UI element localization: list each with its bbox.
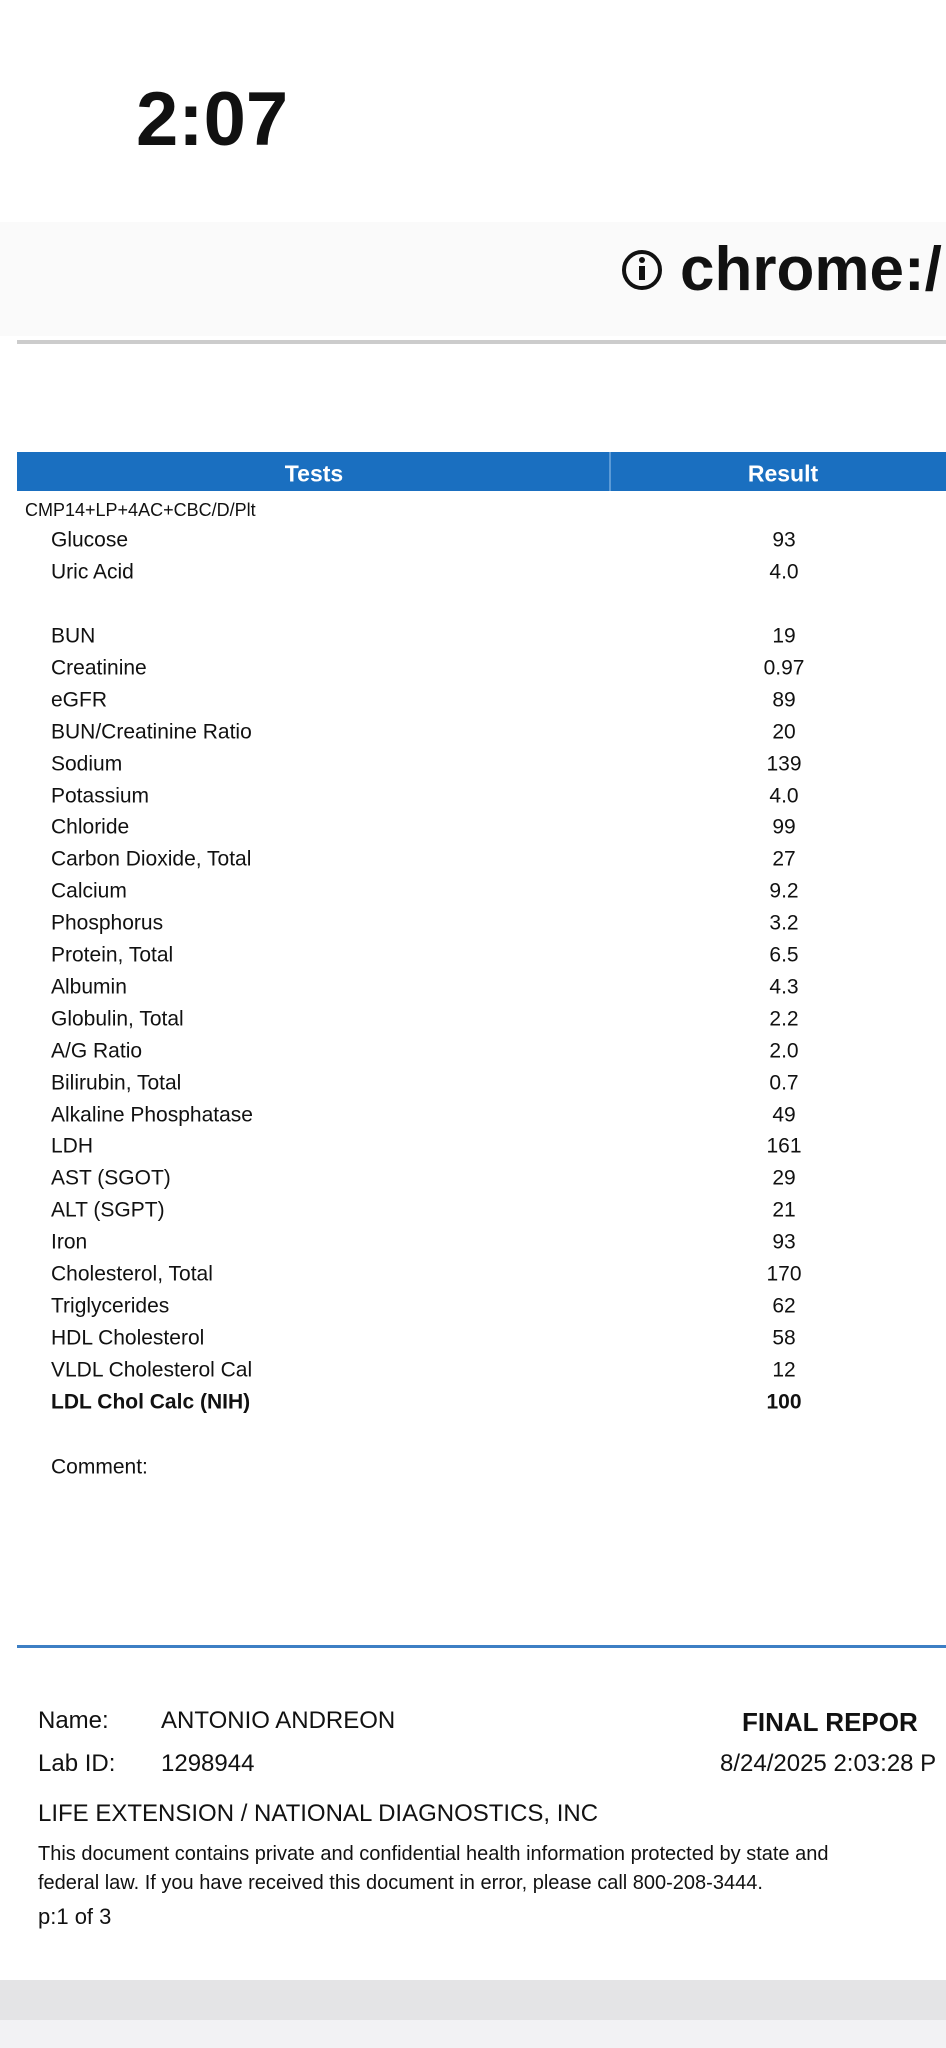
- test-result: 9.2: [769, 879, 799, 903]
- disclaimer: This document contains private and confi…: [38, 1843, 829, 1865]
- test-name: Albumin: [51, 975, 127, 999]
- test-name: Triglycerides: [51, 1294, 170, 1318]
- test-name: Cholesterol, Total: [51, 1262, 213, 1286]
- test-result: 89: [772, 688, 796, 712]
- test-result: 4.3: [769, 975, 799, 999]
- test-name: BUN: [51, 624, 96, 648]
- test-name: ALT (SGPT): [51, 1198, 165, 1222]
- disclaimer: federal law. If you have received this d…: [38, 1872, 763, 1894]
- test-result: 4.0: [769, 784, 799, 807]
- toolbar: [0, 1980, 946, 2020]
- test-name: HDL Cholesterol: [51, 1326, 205, 1350]
- patient-name: ANTONIO ANDREON: [161, 1707, 396, 1734]
- test-result: 99: [772, 815, 796, 839]
- divider: [17, 1645, 946, 1648]
- test-result: 4.0: [769, 560, 799, 584]
- test-name: Sodium: [51, 752, 123, 776]
- test-result: 27: [772, 847, 796, 871]
- test-name: VLDL Cholesterol Cal: [51, 1358, 253, 1382]
- address-bar[interactable]: chrome:/: [0, 222, 946, 336]
- company: LIFE EXTENSION / NATIONAL DIAGNOSTICS, I…: [38, 1800, 599, 1827]
- test-name: Protein, Total: [51, 943, 174, 967]
- test-result: 2.0: [769, 1039, 799, 1063]
- report-datetime: 8/24/2025 2:03:28 P: [720, 1750, 937, 1777]
- header-result: Result: [747, 460, 819, 487]
- test-name: Calcium: [51, 879, 127, 903]
- test-name: eGFR: [51, 688, 108, 712]
- test-result: 49: [772, 1103, 796, 1126]
- panel-name: CMP14+LP+4AC+CBC/D/Plt: [25, 500, 256, 520]
- test-result: 0.97: [763, 656, 805, 680]
- test-name: Globulin, Total: [51, 1007, 184, 1031]
- test-result: 58: [772, 1326, 796, 1350]
- test-result: 170: [766, 1262, 802, 1286]
- test-name: Carbon Dioxide, Total: [51, 847, 252, 871]
- lab-id-label: Lab ID:: [38, 1750, 116, 1777]
- test-name: AST (SGOT): [51, 1166, 171, 1190]
- test-name: Alkaline Phosphatase: [51, 1103, 253, 1126]
- lab-id: 1298944: [161, 1750, 255, 1777]
- cut-line: [17, 340, 946, 344]
- test-result: 93: [772, 528, 796, 552]
- test-name: Bilirubin, Total: [51, 1071, 182, 1095]
- test-result: 139: [766, 752, 802, 776]
- test-name: Glucose: [51, 528, 129, 552]
- test-result: 0.7: [769, 1071, 799, 1095]
- test-result: 21: [772, 1198, 796, 1222]
- test-name: Creatinine: [51, 656, 147, 680]
- test-result: 19: [772, 624, 796, 648]
- header-tests: Tests: [284, 460, 344, 487]
- test-name: Chloride: [51, 815, 130, 839]
- test-name: Uric Acid: [51, 560, 134, 584]
- test-result: 93: [772, 1230, 796, 1254]
- test-name: LDL Chol Calc (NIH): [51, 1390, 251, 1414]
- table-header: [17, 452, 946, 491]
- test-result: 161: [766, 1134, 802, 1158]
- test-result: 2.2: [769, 1007, 799, 1031]
- test-result: 29: [772, 1166, 796, 1190]
- test-result: 62: [772, 1294, 796, 1318]
- name-label: Name:: [38, 1707, 109, 1734]
- test-name: Phosphorus: [51, 911, 164, 935]
- url: chrome:/: [680, 235, 942, 304]
- test-name: Iron: [51, 1230, 88, 1254]
- report-status: FINAL REPOR: [742, 1707, 918, 1737]
- test-result: 12: [772, 1358, 796, 1382]
- test-name: BUN/Creatinine Ratio: [51, 720, 252, 744]
- page-number: p:1 of 3: [38, 1904, 112, 1929]
- test-result: 20: [772, 720, 796, 744]
- bottom-bar: [0, 2020, 946, 2048]
- clock: 2:07: [136, 77, 289, 162]
- test-name: Potassium: [51, 784, 150, 807]
- info-icon: [622, 250, 662, 290]
- test-name: LDH: [51, 1134, 94, 1158]
- test-name: A/G Ratio: [51, 1039, 143, 1063]
- test-result: 100: [766, 1390, 802, 1414]
- test-result: 3.2: [769, 911, 799, 935]
- comment: Comment:: [51, 1455, 148, 1479]
- test-result: 6.5: [769, 943, 799, 967]
